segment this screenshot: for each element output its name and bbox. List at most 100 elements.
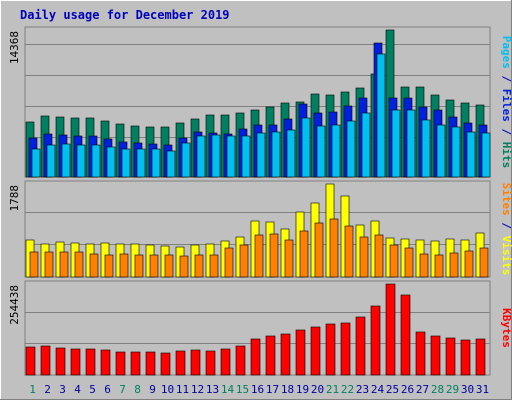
bar-sites-day-16 — [254, 234, 264, 278]
day-label-20: 20 — [311, 383, 324, 396]
bar-kbytes-day-26 — [400, 294, 411, 376]
x-axis-day-labels: 1 2 3 4 5 6 7 8 9 10 11 12 13 14 15 16 17 18 19 20 21 22 23 24 2… — [29, 383, 489, 396]
day-label-18: 18 — [281, 383, 294, 396]
day-label-19: 19 — [296, 383, 309, 396]
bar-pages-day-29 — [451, 126, 461, 178]
bar-pages-day-26 — [406, 109, 416, 178]
panel-visits: 1788 Sites / Visits — [8, 180, 512, 278]
bar-kbytes-day-17 — [265, 335, 276, 376]
bar-kbytes-day-6 — [100, 349, 111, 376]
bar-sites-day-31 — [479, 247, 489, 278]
bar-pages-day-18 — [286, 129, 296, 178]
bar-pages-day-15 — [241, 135, 251, 178]
bar-pages-day-7 — [121, 148, 131, 178]
bar-sites-day-18 — [284, 239, 294, 278]
bar-pages-day-6 — [106, 146, 116, 178]
bar-kbytes-day-13 — [205, 350, 216, 376]
day-label-14: 14 — [221, 383, 235, 396]
bar-sites-day-14 — [224, 247, 234, 278]
panel-hits: 14368 Pages / Files / Hits — [8, 26, 512, 178]
legend-visits: Sites / Visits — [500, 183, 512, 276]
bar-kbytes-day-25 — [385, 283, 396, 376]
bar-pages-day-12 — [196, 135, 206, 178]
bar-kbytes-day-21 — [325, 323, 336, 376]
max-label-kbytes: 254438 — [8, 285, 21, 325]
bar-pages-day-1 — [31, 148, 41, 178]
bar-sites-day-26 — [404, 247, 414, 278]
bar-kbytes-day-29 — [445, 337, 456, 376]
bar-pages-day-8 — [136, 148, 146, 178]
bar-sites-day-15 — [239, 244, 249, 278]
bar-sites-day-28 — [434, 254, 444, 278]
legend-item-hits-3: / — [500, 122, 512, 142]
bar-kbytes-day-23 — [355, 316, 366, 376]
day-label-12: 12 — [191, 383, 204, 396]
bar-pages-day-10 — [166, 150, 176, 178]
bar-kbytes-day-18 — [280, 333, 291, 376]
bar-pages-day-28 — [436, 124, 446, 178]
bar-sites-day-9 — [149, 254, 159, 278]
bar-kbytes-day-7 — [115, 351, 126, 376]
legend-item-visits-0: Sites — [500, 183, 512, 216]
day-label-11: 11 — [176, 383, 189, 396]
legend-kbytes: KBytes — [500, 308, 512, 348]
max-label-hits: 14368 — [8, 31, 21, 64]
bar-kbytes-day-1 — [25, 346, 36, 376]
day-label-16: 16 — [251, 383, 264, 396]
bar-sites-day-21 — [329, 218, 339, 278]
bar-kbytes-day-15 — [235, 345, 246, 376]
bar-pages-day-16 — [256, 132, 266, 178]
bar-sites-day-1 — [29, 251, 39, 278]
bar-sites-day-3 — [59, 251, 69, 278]
legend-item-hits-4: Hits — [500, 142, 512, 169]
bar-pages-day-22 — [346, 120, 356, 178]
bar-sites-day-24 — [374, 234, 384, 278]
legend-item-hits-1: / — [500, 69, 512, 89]
legend-item-hits-2: Files — [500, 89, 512, 122]
legend-item-kbytes-0: KBytes — [500, 308, 512, 348]
bar-kbytes-day-4 — [70, 348, 81, 376]
day-label-10: 10 — [161, 383, 174, 396]
bar-kbytes-day-14 — [220, 348, 231, 376]
max-label-visits: 1788 — [8, 185, 21, 212]
bar-sites-day-29 — [449, 252, 459, 278]
bar-kbytes-day-28 — [430, 335, 441, 376]
day-label-26: 26 — [401, 383, 414, 396]
bar-sites-day-11 — [179, 255, 189, 278]
bar-pages-day-17 — [271, 131, 281, 178]
day-label-31: 31 — [476, 383, 489, 396]
bar-pages-day-4 — [76, 144, 86, 178]
bar-kbytes-day-30 — [460, 339, 471, 376]
day-label-27: 27 — [416, 383, 429, 396]
day-label-13: 13 — [206, 383, 219, 396]
legend-item-visits-2: Visits — [500, 236, 512, 276]
bar-sites-day-10 — [164, 254, 174, 278]
day-label-9: 9 — [149, 383, 156, 396]
bar-sites-day-13 — [209, 254, 219, 278]
bar-pages-day-9 — [151, 148, 161, 178]
bar-sites-day-2 — [44, 251, 54, 278]
bar-sites-day-27 — [419, 253, 429, 278]
bar-sites-day-4 — [74, 251, 84, 278]
bar-sites-day-30 — [464, 250, 474, 278]
bar-pages-day-25 — [391, 109, 401, 178]
bar-kbytes-day-20 — [310, 326, 321, 376]
day-label-29: 29 — [446, 383, 459, 396]
bar-pages-day-14 — [226, 135, 236, 178]
day-label-15: 15 — [236, 383, 249, 396]
bar-kbytes-day-5 — [85, 348, 96, 376]
bar-kbytes-day-16 — [250, 338, 261, 376]
bar-sites-day-17 — [269, 233, 279, 278]
day-label-8: 8 — [134, 383, 141, 396]
day-label-5: 5 — [89, 383, 96, 396]
bar-pages-day-27 — [421, 119, 431, 178]
bar-sites-day-8 — [134, 254, 144, 278]
bar-kbytes-day-3 — [55, 347, 66, 376]
bar-kbytes-day-24 — [370, 305, 381, 376]
bar-pages-day-20 — [316, 125, 326, 178]
bar-kbytes-day-19 — [295, 329, 306, 376]
bar-pages-day-31 — [481, 132, 491, 178]
bar-pages-day-11 — [181, 142, 191, 178]
bar-sites-day-12 — [194, 254, 204, 278]
bar-pages-day-23 — [361, 112, 371, 178]
